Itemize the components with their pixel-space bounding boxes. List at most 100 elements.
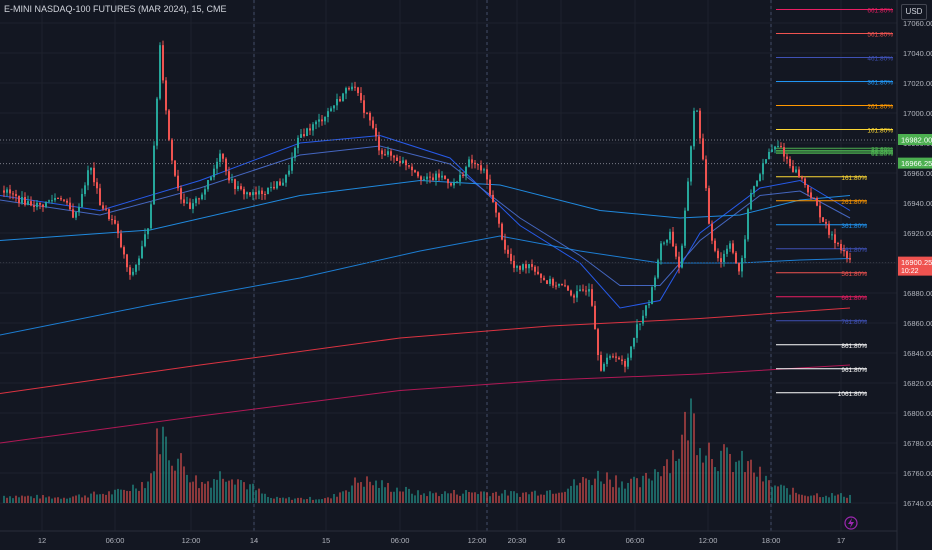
candle-body — [318, 119, 320, 122]
candle-body — [747, 209, 749, 240]
candle-body — [210, 177, 212, 181]
volume-bar — [615, 475, 617, 503]
fib-level-label: 661.80% — [841, 295, 867, 302]
candle-body — [291, 157, 293, 171]
candle-body — [303, 134, 305, 137]
candle-body — [195, 198, 197, 204]
candle-body — [816, 197, 818, 206]
candle-body — [414, 170, 416, 173]
fibonacci-levels[interactable]: 661.80% 561.80% 461.80% 361.80% 261.80% 161.8… — [776, 8, 893, 398]
candle-body — [105, 208, 107, 210]
volume-bar — [810, 495, 812, 503]
volume-bar — [582, 477, 584, 503]
y-tick-label: 17040.00 — [903, 49, 932, 58]
candle-body — [78, 206, 80, 213]
y-tick-label: 16800.00 — [903, 409, 932, 418]
volume-bar — [306, 499, 308, 503]
volume-bar — [117, 488, 119, 503]
candle-body — [666, 239, 668, 243]
candle-body — [798, 169, 800, 178]
candle-body — [261, 190, 263, 195]
candle-body — [351, 86, 353, 90]
volume-bar — [483, 491, 485, 503]
volume-bar — [756, 476, 758, 503]
candle-body — [660, 243, 662, 261]
volume-bar — [183, 466, 185, 503]
fib-level-label: 361.80% — [841, 223, 867, 230]
candle-body — [834, 234, 836, 244]
volume-bar — [3, 495, 5, 503]
candle-body — [495, 201, 497, 213]
volume-bar — [156, 428, 158, 503]
candle-body — [819, 205, 821, 218]
candle-body — [30, 201, 32, 206]
candle-body — [180, 188, 182, 200]
candle-body — [162, 45, 164, 81]
candle-body — [411, 166, 413, 171]
x-tick-label: 12:00 — [699, 536, 718, 545]
volume-bar — [603, 483, 605, 503]
currency-button[interactable]: USD — [901, 4, 927, 20]
volume-bar — [498, 495, 500, 503]
volume-bar — [675, 461, 677, 503]
candle-body — [354, 86, 356, 88]
candle-body — [801, 177, 803, 179]
candle-body — [588, 289, 590, 292]
volume-bar — [519, 496, 521, 503]
candle-body — [258, 190, 260, 195]
candle-body — [510, 253, 512, 261]
candle-body — [558, 283, 560, 286]
volume-bar — [456, 494, 458, 503]
candle-body — [159, 45, 161, 99]
volume-bar — [831, 493, 833, 503]
volume-bar — [258, 488, 260, 503]
candle-body — [300, 134, 302, 138]
volume-bar — [60, 498, 62, 503]
volume-bar — [807, 496, 809, 503]
volume-bar — [621, 481, 623, 503]
candle-body — [93, 167, 95, 183]
y-tick-label: 16740.00 — [903, 499, 932, 508]
volume-bar — [384, 487, 386, 503]
candle-body — [609, 356, 611, 358]
candle-body — [333, 105, 335, 109]
volume-bar — [237, 479, 239, 503]
fib-level-label: 561.80% — [841, 271, 867, 278]
volume-bar — [297, 497, 299, 503]
alert-icon[interactable] — [844, 516, 858, 530]
volume-bar — [813, 495, 815, 503]
volume-bar — [726, 447, 728, 503]
candle-body — [363, 100, 365, 113]
candle-body — [186, 202, 188, 204]
candle-body — [387, 151, 389, 155]
volume-bar — [543, 494, 545, 503]
volume-bar — [162, 426, 164, 503]
volume-bar — [192, 481, 194, 503]
candle-body — [393, 155, 395, 158]
volume-bar — [324, 498, 326, 503]
candle-body — [483, 169, 485, 171]
candle-body — [675, 246, 677, 257]
candle-body — [432, 177, 434, 180]
x-tick-label: 17 — [837, 536, 845, 545]
candle-body — [165, 80, 167, 111]
volume-bar — [357, 482, 359, 503]
volume-bar — [342, 491, 344, 503]
time-axis[interactable]: 12 06:00 12:00 14 15 06:00 12:00 20:30 16 06:00 12… — [38, 536, 845, 545]
candle-body — [381, 150, 383, 155]
chart-title: E-MINI NASDAQ-100 FUTURES (MAR 2024), 15… — [4, 4, 227, 14]
candle-body — [663, 242, 665, 244]
candle-body — [153, 145, 155, 205]
volume-bar — [480, 491, 482, 503]
volume-bar — [705, 455, 707, 503]
candle-body — [9, 189, 11, 194]
fib-level-label: 661.80% — [867, 8, 893, 15]
volume-bar — [198, 488, 200, 503]
candle-body — [201, 194, 203, 200]
volume-bar — [540, 494, 542, 503]
volume-bar — [78, 494, 80, 503]
volume-bar — [96, 494, 98, 503]
volume-bar — [6, 497, 8, 503]
candle-body — [744, 239, 746, 259]
